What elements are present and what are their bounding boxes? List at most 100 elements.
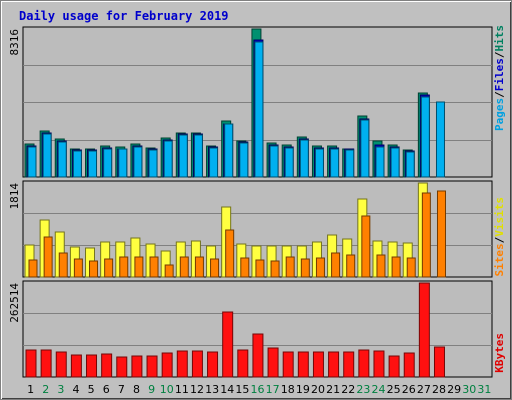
bar-pages-day-11 bbox=[179, 135, 187, 177]
day-label-8: 8 bbox=[133, 383, 140, 396]
bar-pages-day-27 bbox=[421, 97, 429, 177]
day-label-7: 7 bbox=[118, 383, 125, 396]
bar-sites-day-19 bbox=[301, 259, 309, 277]
bar-sites-day-2 bbox=[44, 237, 52, 277]
panel-hits-files-pages: 8316 Pages/Files/Hits bbox=[8, 25, 506, 177]
day-label-18: 18 bbox=[281, 383, 295, 396]
y-max-label: 8316 bbox=[8, 29, 21, 56]
day-label-14: 14 bbox=[220, 383, 234, 396]
bar-pages-day-19 bbox=[300, 140, 308, 177]
bar-pages-day-14 bbox=[225, 124, 233, 177]
bar-kbytes-day-19 bbox=[298, 352, 308, 377]
day-label-16: 16 bbox=[251, 383, 265, 396]
bar-kbytes-day-27 bbox=[419, 283, 429, 377]
bar-kbytes-day-22 bbox=[344, 352, 354, 377]
day-label-23: 23 bbox=[356, 383, 370, 396]
day-label-3: 3 bbox=[57, 383, 64, 396]
chart-panels: 8316 Pages/Files/Hits 1814 Sites/Visits 2625… bbox=[8, 25, 506, 377]
bar-kbytes-day-15 bbox=[238, 350, 248, 377]
day-label-12: 12 bbox=[190, 383, 204, 396]
bar-pages-day-21 bbox=[331, 149, 339, 177]
bar-pages-day-3 bbox=[58, 142, 66, 177]
day-label-25: 25 bbox=[387, 383, 401, 396]
bar-kbytes-day-23 bbox=[359, 350, 369, 377]
bar-kbytes-day-4 bbox=[71, 355, 81, 377]
bar-pages-day-16 bbox=[255, 42, 263, 177]
chart-title: Daily usage for February 2019 bbox=[19, 9, 229, 23]
day-label-4: 4 bbox=[72, 383, 79, 396]
day-label-24: 24 bbox=[372, 383, 386, 396]
bar-sites-day-27 bbox=[422, 193, 430, 277]
bar-kbytes-day-12 bbox=[192, 351, 202, 377]
bar-kbytes-day-1 bbox=[26, 350, 36, 377]
day-label-19: 19 bbox=[296, 383, 310, 396]
bar-pages-day-25 bbox=[391, 148, 399, 177]
bar-sites-day-1 bbox=[29, 260, 37, 277]
bar-sites-day-28 bbox=[437, 191, 445, 277]
bar-sites-day-11 bbox=[180, 257, 188, 277]
bar-kbytes-day-18 bbox=[283, 352, 293, 377]
day-label-5: 5 bbox=[88, 383, 95, 396]
y-max-label: 262514 bbox=[8, 283, 21, 323]
day-label-29: 29 bbox=[447, 383, 461, 396]
bar-sites-day-7 bbox=[120, 257, 128, 277]
day-label-28: 28 bbox=[432, 383, 446, 396]
bar-sites-day-26 bbox=[407, 258, 415, 277]
bar-sites-day-14 bbox=[226, 230, 234, 277]
bar-kbytes-day-13 bbox=[208, 352, 218, 377]
day-label-1: 1 bbox=[27, 383, 34, 396]
day-label-2: 2 bbox=[42, 383, 49, 396]
legend-kbytes: KBytes bbox=[493, 333, 506, 373]
bar-sites-day-20 bbox=[316, 258, 324, 277]
bar-pages-day-15 bbox=[240, 143, 248, 177]
day-label-31: 31 bbox=[477, 383, 491, 396]
bar-sites-day-4 bbox=[74, 259, 82, 277]
bar-sites-day-21 bbox=[332, 253, 340, 277]
legend-visits-sites: Sites/Visits bbox=[493, 197, 506, 277]
bar-kbytes-day-8 bbox=[132, 356, 142, 377]
bar-pages-day-7 bbox=[119, 149, 127, 177]
bar-pages-day-28 bbox=[436, 102, 444, 177]
bar-pages-day-23 bbox=[361, 120, 369, 177]
bar-sites-day-18 bbox=[286, 257, 294, 277]
bar-pages-day-20 bbox=[315, 149, 323, 177]
bar-kbytes-day-9 bbox=[147, 356, 157, 377]
legend-hits-files-pages: Pages/Files/Hits bbox=[493, 25, 506, 131]
bar-pages-day-26 bbox=[406, 152, 414, 177]
bar-sites-day-3 bbox=[59, 253, 67, 277]
bar-kbytes-day-11 bbox=[177, 351, 187, 377]
day-label-30: 30 bbox=[462, 383, 476, 396]
bar-kbytes-day-7 bbox=[117, 357, 127, 377]
bar-kbytes-day-5 bbox=[87, 355, 97, 377]
bar-kbytes-day-16 bbox=[253, 334, 263, 377]
legend-item: Visits bbox=[493, 197, 506, 237]
bar-pages-day-17 bbox=[270, 146, 278, 177]
legend-item: Hits bbox=[493, 25, 506, 52]
bar-kbytes-day-3 bbox=[56, 352, 66, 377]
bar-sites-day-16 bbox=[256, 260, 264, 277]
bar-pages-day-4 bbox=[73, 151, 81, 177]
bar-pages-day-13 bbox=[210, 148, 218, 177]
day-label-27: 27 bbox=[417, 383, 431, 396]
bar-pages-day-1 bbox=[28, 147, 36, 177]
day-label-10: 10 bbox=[160, 383, 174, 396]
day-label-20: 20 bbox=[311, 383, 325, 396]
y-max-label: 1814 bbox=[8, 183, 21, 210]
bar-sites-day-13 bbox=[211, 259, 219, 277]
bar-kbytes-day-20 bbox=[313, 352, 323, 377]
legend-item: Files bbox=[493, 58, 506, 91]
day-label-17: 17 bbox=[266, 383, 280, 396]
bar-pages-day-18 bbox=[285, 148, 293, 177]
bar-kbytes-day-14 bbox=[223, 312, 233, 377]
day-labels: 1 2 3 4 5 6 7 8 9 10 11 12 13 14 15 16 17 18 19 20 21 22 23 24 2… bbox=[27, 383, 491, 396]
bar-sites-day-8 bbox=[135, 257, 143, 277]
bar-pages-day-8 bbox=[134, 147, 142, 177]
bar-sites-day-17 bbox=[271, 261, 279, 277]
day-label-26: 26 bbox=[402, 383, 416, 396]
bar-sites-day-24 bbox=[377, 255, 385, 277]
day-label-13: 13 bbox=[205, 383, 219, 396]
legend-item: Pages bbox=[493, 98, 506, 131]
bar-kbytes-day-25 bbox=[389, 356, 399, 377]
bar-sites-day-22 bbox=[347, 255, 355, 277]
